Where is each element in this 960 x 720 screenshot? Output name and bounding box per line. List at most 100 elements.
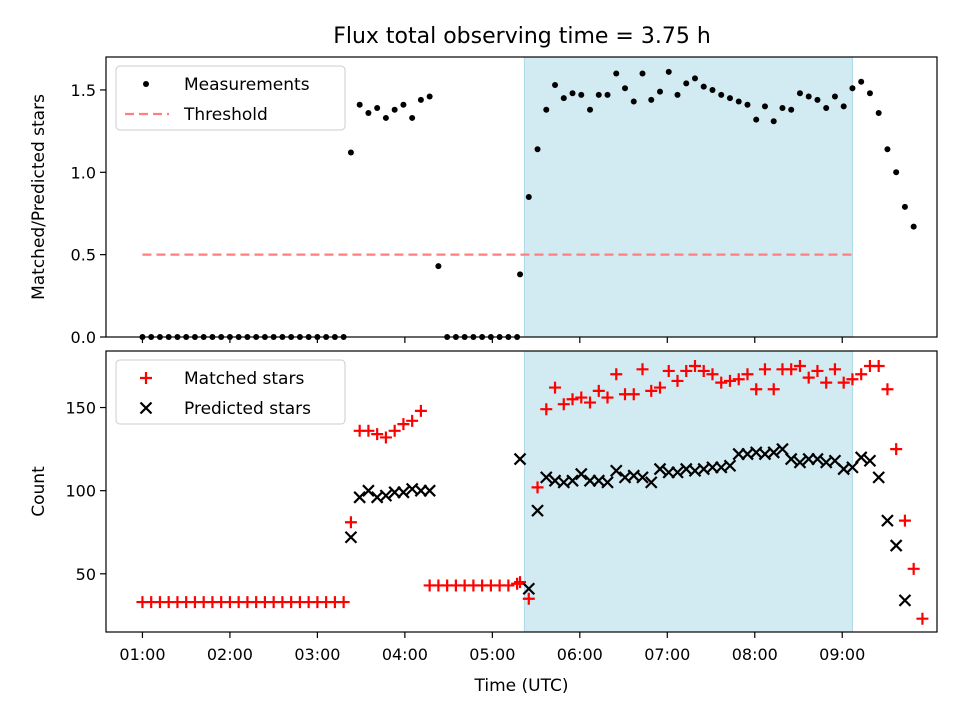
data-point — [353, 491, 366, 504]
data-point — [522, 582, 536, 596]
x-tick-label: 09:00 — [819, 645, 865, 664]
data-point — [610, 368, 623, 381]
x-tick-label: 04:00 — [382, 645, 428, 664]
data-point — [846, 373, 859, 386]
data-point — [522, 592, 535, 605]
data-point — [566, 474, 579, 487]
data-point — [688, 359, 701, 372]
data-point — [849, 85, 856, 92]
data-point — [744, 101, 751, 108]
data-point — [758, 363, 771, 376]
data-point — [609, 464, 623, 477]
data-point — [793, 359, 806, 372]
data-point — [802, 371, 815, 384]
legend-swatch — [139, 401, 153, 415]
data-point — [753, 116, 760, 123]
data-point — [587, 106, 594, 113]
data-point — [371, 428, 384, 441]
legend: Matched stars Predicted stars — [115, 359, 346, 425]
data-point — [788, 106, 795, 113]
data-point — [735, 98, 742, 105]
data-point — [811, 364, 824, 377]
legend-label: Measurements — [184, 75, 310, 95]
data-point — [872, 471, 885, 484]
data-point — [601, 476, 614, 489]
data-point — [531, 504, 544, 517]
data-point — [604, 91, 611, 98]
series-measurements — [139, 68, 917, 340]
data-point — [560, 95, 567, 102]
x-tick-label: 03:00 — [294, 645, 340, 664]
data-point — [653, 462, 667, 476]
data-point — [901, 203, 908, 210]
panel-2: 50 100 150 01:00 02:00 03:00 04:00 05:00 06:00 07… — [29, 350, 938, 696]
data-point — [648, 96, 655, 103]
data-point — [382, 114, 389, 121]
legend: Measurements Threshold — [115, 65, 346, 131]
legend-box — [115, 359, 346, 425]
data-point — [898, 594, 912, 607]
legend-box — [115, 65, 346, 131]
data-point — [645, 384, 658, 397]
series-predicted-stars — [344, 442, 912, 607]
data-point — [540, 471, 553, 484]
data-point — [513, 452, 527, 466]
data-point — [872, 359, 885, 372]
data-point — [379, 431, 392, 444]
data-point — [890, 443, 903, 456]
data-point — [840, 103, 847, 110]
data-point — [569, 90, 576, 97]
axes-frame — [105, 56, 938, 338]
data-point — [820, 376, 833, 389]
legend-label: Threshold — [183, 105, 268, 125]
data-point — [715, 376, 728, 389]
data-point — [347, 149, 354, 156]
data-point — [884, 146, 891, 153]
data-point — [866, 90, 873, 97]
data-point — [776, 442, 789, 456]
legend-swatch — [143, 81, 149, 87]
x-tick-label: 05:00 — [469, 645, 515, 664]
data-point — [636, 471, 649, 484]
data-point — [517, 271, 524, 278]
y-tick-label: 0.5 — [71, 246, 96, 265]
y-tick-label: 1.0 — [71, 163, 96, 182]
data-point — [709, 86, 716, 93]
y-tick-label: 50 — [76, 565, 96, 584]
data-point — [601, 391, 614, 404]
data-point — [426, 93, 433, 100]
chart-title: Flux total observing time = 3.75 h — [333, 24, 711, 49]
axes-frame — [105, 350, 938, 633]
data-point — [397, 486, 410, 499]
data-point — [863, 454, 877, 468]
data-point — [630, 98, 637, 105]
data-point — [741, 368, 754, 381]
data-point — [374, 105, 381, 112]
data-point — [575, 391, 588, 404]
highlight-span — [523, 56, 853, 338]
data-point — [549, 381, 562, 394]
panel-1: 0.0 0.5 1.0 1.5 Matched/Predicted stars Measu… — [29, 56, 938, 347]
data-point — [423, 484, 436, 497]
x-tick-label: 08:00 — [732, 645, 778, 664]
data-point — [644, 476, 658, 489]
data-point — [414, 404, 427, 417]
data-point — [855, 368, 868, 381]
data-point — [534, 146, 541, 153]
data-point — [639, 70, 646, 77]
data-point — [691, 75, 698, 82]
x-tick-label: 07:00 — [644, 645, 690, 664]
data-point — [697, 364, 710, 377]
data-point — [400, 101, 407, 108]
data-point — [531, 481, 544, 494]
data-point — [574, 467, 588, 481]
data-point — [767, 446, 780, 459]
x-tick-label: 02:00 — [207, 645, 253, 664]
data-point — [362, 424, 375, 437]
data-point — [417, 96, 424, 103]
data-point — [379, 489, 393, 502]
x-tick-label: 06:00 — [557, 645, 603, 664]
data-point — [898, 514, 911, 527]
data-point — [785, 363, 798, 376]
legend-label: Matched stars — [184, 369, 304, 389]
